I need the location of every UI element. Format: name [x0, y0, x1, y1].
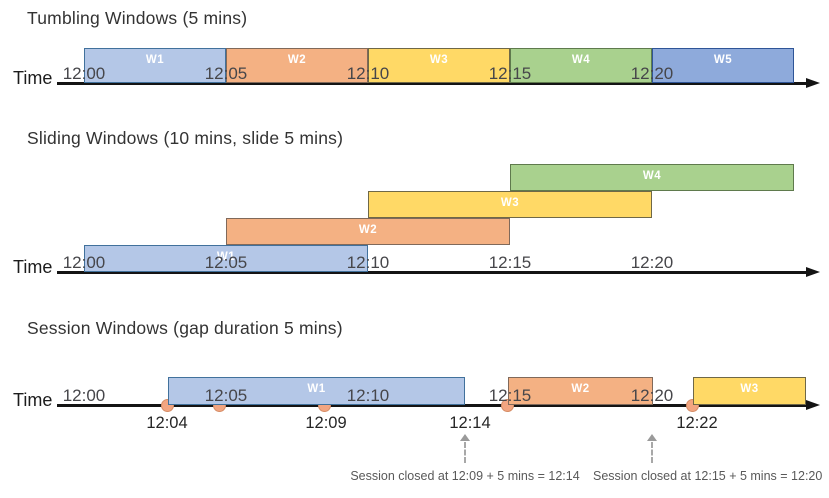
axis-tick-label: 12:10 — [346, 386, 390, 405]
window-box-w2: W2 — [226, 48, 368, 83]
axis-tick-label: 12:05 — [204, 253, 248, 272]
window-label: W2 — [571, 383, 590, 395]
window-label: W1 — [216, 251, 236, 263]
time-axis-label: Time — [13, 68, 53, 88]
window-box-w1: W1 — [168, 377, 465, 405]
time-axis — [57, 271, 807, 274]
axis-arrow-icon — [806, 400, 820, 410]
annotation-arrow-line — [651, 442, 653, 463]
axis-tick-label: 12:20 — [630, 64, 674, 83]
section-title: Session Windows (gap duration 5 mins) — [27, 318, 343, 338]
axis-tick-label: 12:15 — [488, 253, 532, 272]
window-box-w5: W5 — [652, 48, 794, 83]
time-axis-label: Time — [13, 390, 53, 410]
axis-tick-label: 12:20 — [630, 253, 674, 272]
session-closed-caption: Session closed at 12:09 + 5 mins = 12:14 — [350, 469, 580, 483]
event-time-label: 12:22 — [676, 414, 718, 432]
time-axis — [57, 404, 807, 407]
window-label: W5 — [713, 54, 733, 66]
event-time-label: 12:09 — [305, 414, 347, 432]
window-box-w2: W2 — [508, 377, 653, 405]
window-label: W4 — [642, 170, 662, 182]
annotation-arrow-line — [464, 442, 466, 463]
window-label: W4 — [571, 54, 591, 66]
axis-tick-label: 12:00 — [62, 386, 106, 405]
window-box-w3: W3 — [368, 48, 510, 83]
window-label: W3 — [740, 383, 759, 395]
window-box-w1: W1 — [84, 245, 368, 272]
axis-tick-label: 12:10 — [346, 253, 390, 272]
section-title: Sliding Windows (10 mins, slide 5 mins) — [27, 128, 344, 148]
time-axis — [57, 82, 807, 85]
axis-tick-label: 12:10 — [346, 64, 390, 83]
axis-tick-label: 12:00 — [62, 64, 106, 83]
event-time-label: 12:14 — [449, 414, 491, 432]
event-time-label: 12:04 — [146, 414, 188, 432]
axis-tick-label: 12:15 — [488, 386, 532, 405]
axis-tick-label: 12:05 — [204, 386, 248, 405]
axis-arrow-icon — [806, 78, 820, 88]
window-box-w3: W3 — [693, 377, 806, 405]
annotation-arrow-icon — [647, 434, 657, 441]
axis-tick-label: 12:05 — [204, 64, 248, 83]
window-label: W1 — [307, 383, 326, 395]
window-label: W3 — [500, 197, 520, 209]
window-label: W3 — [429, 54, 449, 66]
section-title: Tumbling Windows (5 mins) — [27, 8, 248, 28]
window-label: W2 — [287, 54, 307, 66]
window-label: W2 — [358, 224, 378, 236]
axis-arrow-icon — [806, 267, 820, 277]
time-axis-label: Time — [13, 257, 53, 277]
annotation-arrow-icon — [460, 434, 470, 441]
window-label: W1 — [145, 54, 165, 66]
axis-tick-label: 12:15 — [488, 64, 532, 83]
window-box-w4: W4 — [510, 164, 794, 191]
window-box-w4: W4 — [510, 48, 652, 83]
session-closed-caption: Session closed at 12:15 + 5 mins = 12:20 — [593, 469, 823, 483]
axis-tick-label: 12:20 — [630, 386, 674, 405]
axis-tick-label: 12:00 — [62, 253, 106, 272]
window-box-w3: W3 — [368, 191, 652, 218]
window-box-w2: W2 — [226, 218, 510, 245]
window-box-w1: W1 — [84, 48, 226, 83]
